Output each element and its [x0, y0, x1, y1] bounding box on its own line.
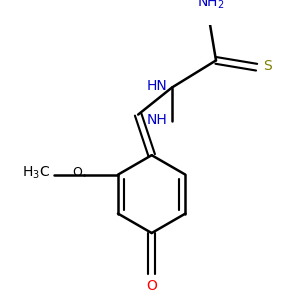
Text: O: O	[73, 167, 82, 179]
Text: H$_3$C: H$_3$C	[22, 165, 50, 181]
Text: O: O	[146, 279, 157, 293]
Text: NH: NH	[146, 113, 167, 127]
Text: S: S	[263, 58, 272, 73]
Text: HN: HN	[146, 79, 167, 93]
Text: NH$_2$: NH$_2$	[197, 0, 225, 11]
